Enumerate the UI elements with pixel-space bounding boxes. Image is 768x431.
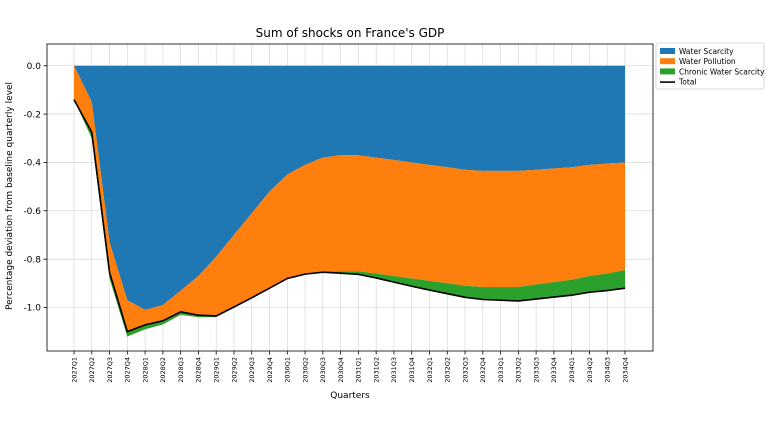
y-tick-label: -0.6 (23, 207, 41, 217)
x-tick-label: 2028Q4 (195, 357, 203, 383)
y-tick-label: -0.4 (23, 159, 41, 169)
x-tick-label: 2033Q4 (550, 357, 558, 383)
x-tick-label: 2032Q2 (444, 357, 452, 383)
x-tick-label: 2030Q3 (319, 357, 327, 383)
legend-label: Total (678, 78, 697, 87)
x-tick-label: 2030Q1 (284, 357, 292, 383)
x-tick-label: 2032Q1 (426, 357, 434, 383)
x-tick-label: 2033Q2 (515, 357, 523, 383)
x-tick-label: 2031Q2 (372, 357, 380, 383)
area-water-pollution (74, 65, 625, 337)
y-tick-label: -0.8 (23, 255, 41, 265)
line-total (73, 99, 626, 333)
x-tick-label: 2027Q4 (124, 357, 132, 383)
y-tick-label: 0.0 (27, 62, 42, 72)
axes-frame (46, 43, 654, 352)
y-axis-label: Percentage deviation from baseline quart… (5, 82, 15, 310)
x-tick-label: 2029Q1 (212, 357, 220, 383)
x-tick-label: 2034Q4 (621, 357, 629, 383)
x-tick-label: 2029Q3 (248, 357, 256, 383)
x-tick-label: 2029Q4 (266, 357, 274, 383)
x-tick-label: 2032Q3 (461, 357, 469, 383)
x-tick-label: 2034Q1 (568, 357, 576, 383)
legend-swatch-water-scarcity (660, 48, 675, 54)
x-tick-label: 2032Q4 (479, 357, 487, 383)
legend-swatch-water-pollution (660, 58, 675, 65)
x-tick-label: 2031Q1 (355, 357, 363, 383)
x-tick-label: 2029Q2 (230, 357, 238, 383)
y-tick-label: -1.0 (23, 304, 41, 314)
legend-box (655, 42, 765, 90)
area-water-scarcity (74, 65, 625, 310)
x-tick-label: 2027Q2 (88, 357, 96, 383)
plot-area: 0.0 -0.2 -0.4 -0.6 -0.8 -1.0 2027Q1 2027Q2 2027Q… (23, 43, 654, 383)
legend-label: Water Pollution (679, 57, 736, 66)
x-tick-label: 2030Q2 (301, 357, 309, 383)
x-tick-label: 2028Q1 (141, 357, 149, 383)
x-tick-label: 2027Q3 (106, 357, 114, 383)
legend-label: Chronic Water Scarcity (679, 67, 765, 76)
legend-swatch-chronic-water-scarcity (660, 68, 675, 75)
chart-title: Sum of shocks on France's GDP (256, 26, 445, 40)
x-tick-label: 2033Q3 (532, 357, 540, 383)
legend-label: Water Scarcity (679, 47, 734, 56)
x-tick-label: 2034Q3 (604, 357, 612, 383)
x-tick-label: 2028Q2 (159, 357, 167, 383)
x-axis-label: Quarters (330, 391, 370, 401)
x-tick-label: 2027Q1 (70, 357, 78, 383)
x-tick-label: 2028Q3 (177, 357, 185, 383)
x-tick-label: 2031Q4 (408, 357, 416, 383)
x-tick-label: 2031Q3 (390, 357, 398, 383)
x-tick-label: 2033Q1 (497, 357, 505, 383)
x-tick-label: 2030Q4 (337, 357, 345, 383)
y-tick-label: -0.2 (23, 110, 41, 120)
x-tick-label: 2034Q2 (586, 357, 594, 383)
